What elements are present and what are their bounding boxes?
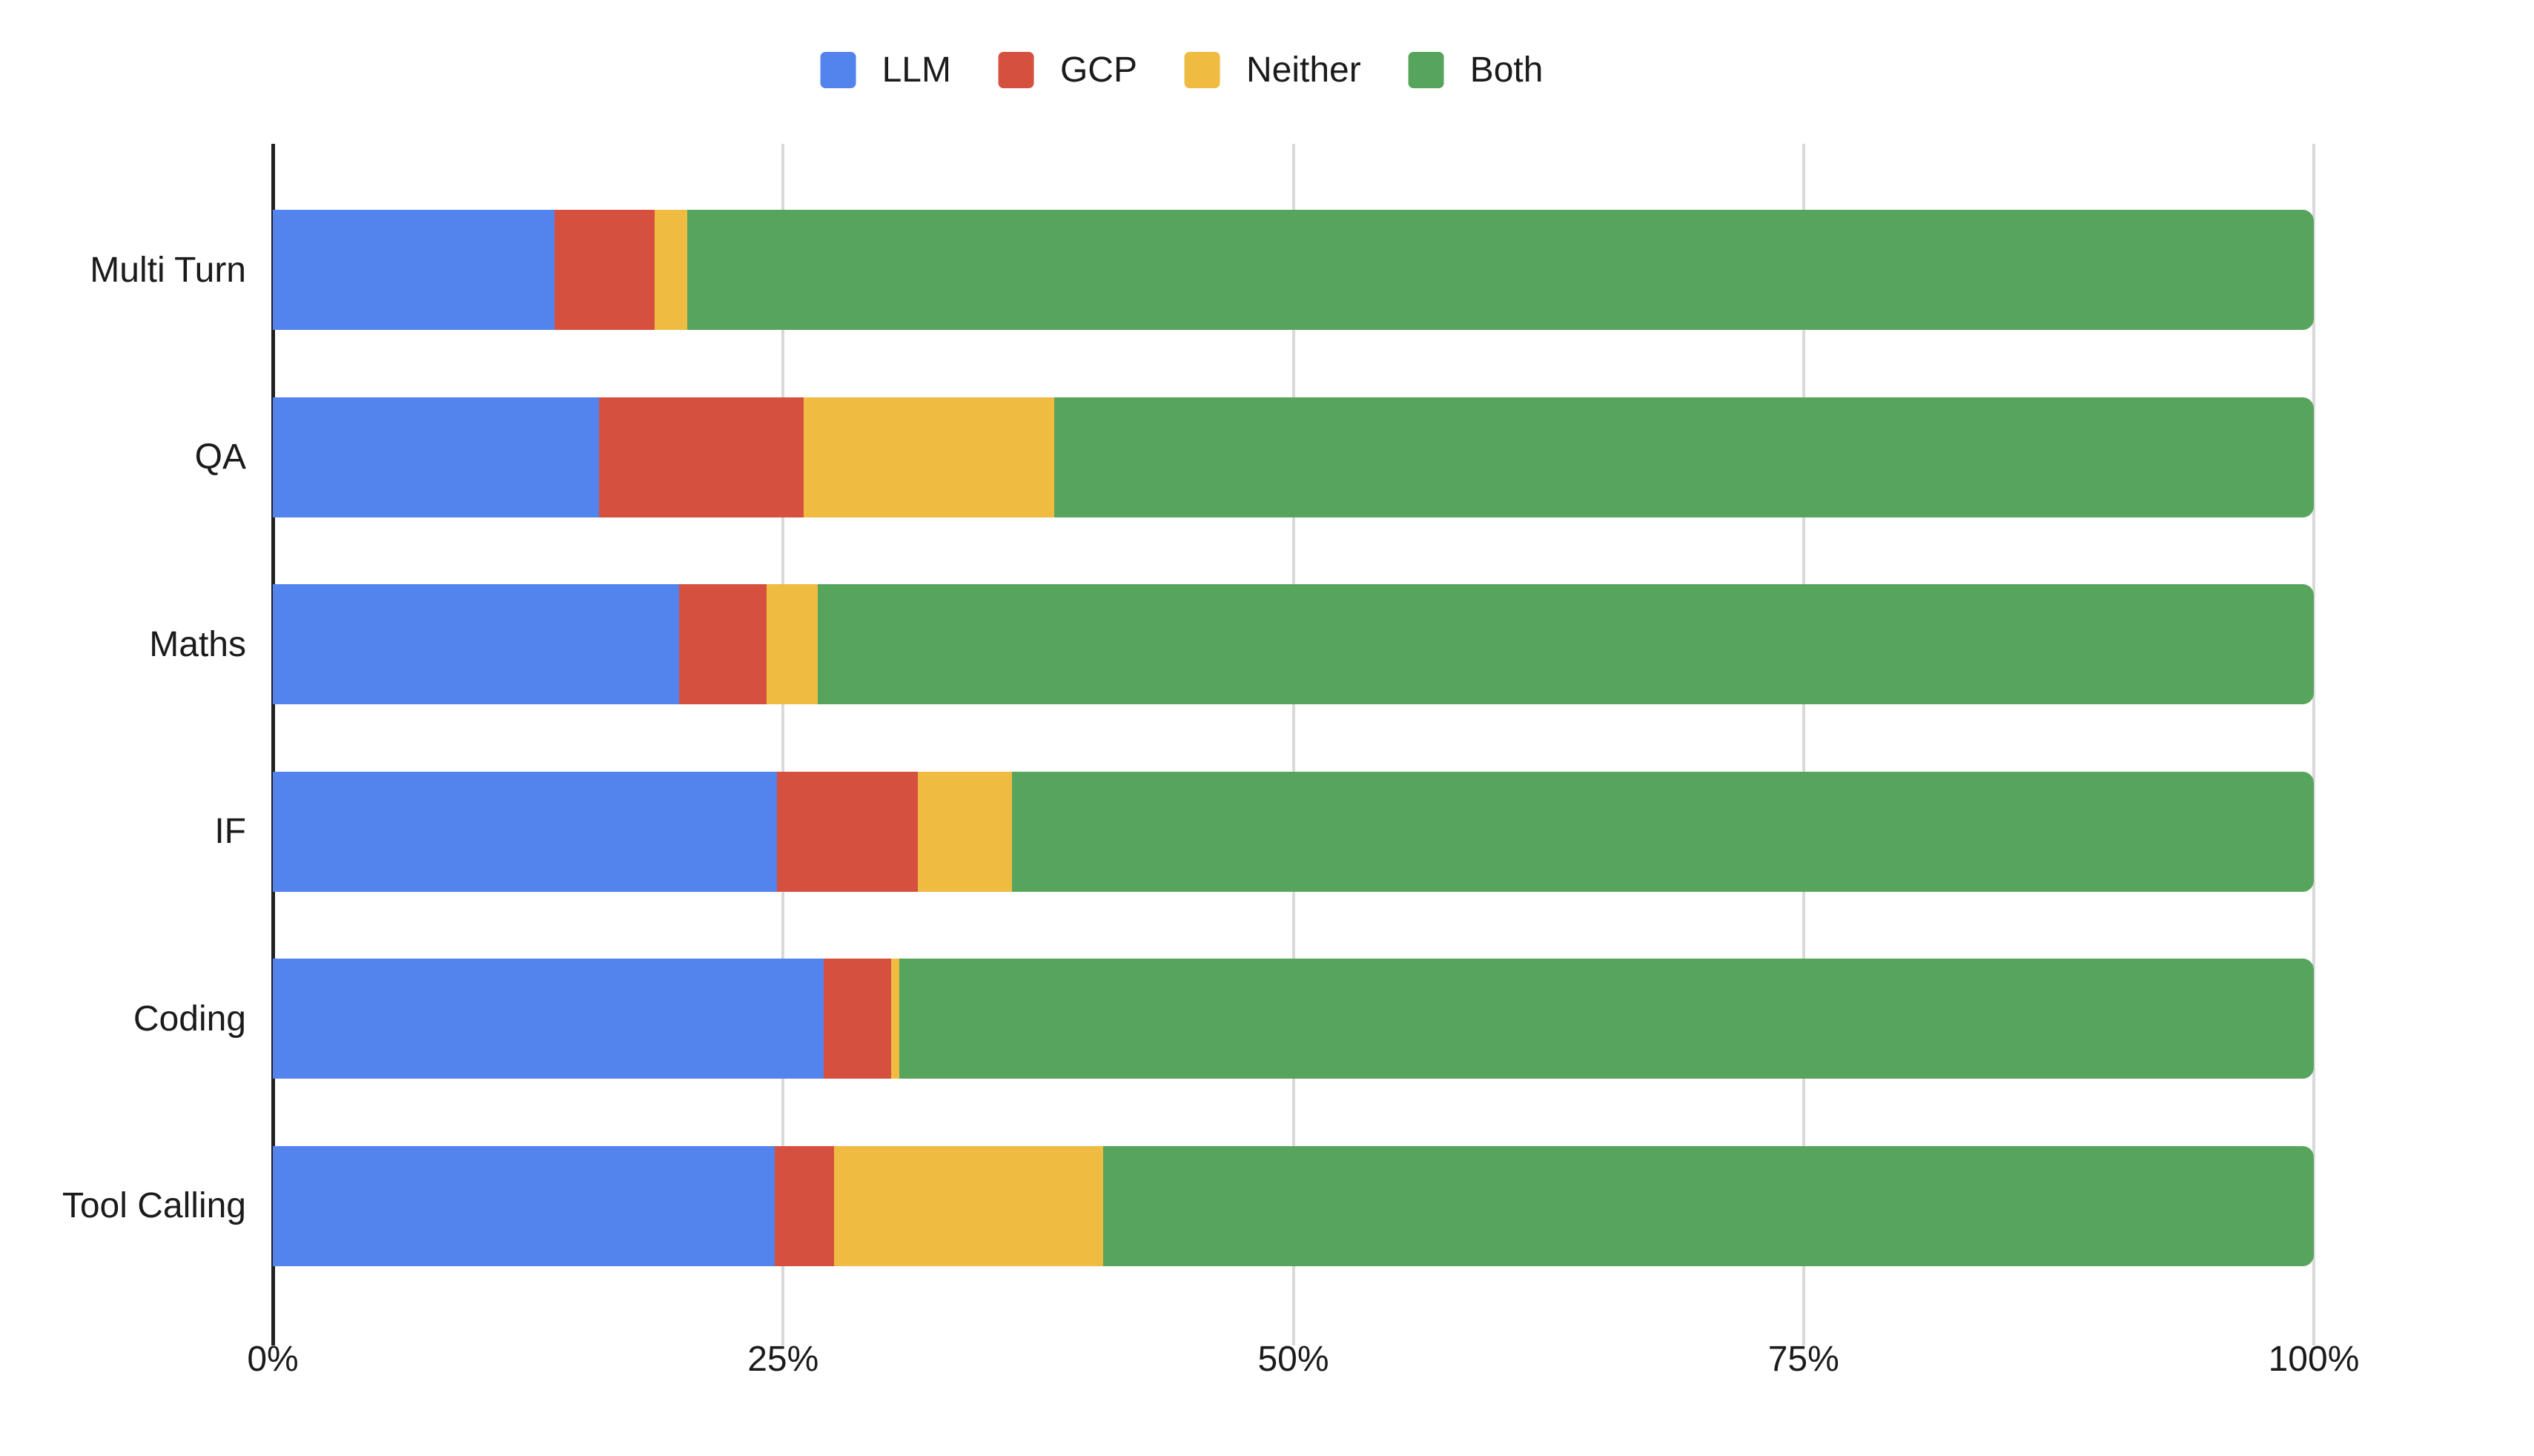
segment-if-both (1011, 771, 2314, 892)
category-label-if: IF (214, 812, 246, 851)
segment-multi-turn-gcp (554, 210, 655, 330)
segment-qa-both (1054, 397, 2314, 517)
segment-qa-neither (803, 397, 1055, 517)
legend-swatch-llm (820, 52, 856, 88)
segment-if-neither (917, 771, 1012, 892)
bar-row-qa (273, 397, 2314, 517)
legend-swatch-gcp (998, 52, 1034, 88)
legend-label-llm: LLM (881, 50, 951, 90)
segment-multi-turn-neither (654, 210, 687, 330)
segment-maths-both (818, 584, 2314, 704)
legend-label-neither: Neither (1246, 50, 1361, 90)
segment-if-gcp (776, 771, 918, 892)
category-label-multi-turn: Multi Turn (90, 250, 246, 290)
segment-coding-gcp (824, 959, 892, 1079)
segment-qa-gcp (599, 397, 804, 517)
x-axis-label-50: 50% (1257, 1340, 1329, 1379)
segment-maths-neither (767, 584, 818, 704)
bar-row-multi-turn (273, 210, 2314, 330)
legend-label-both: Both (1469, 50, 1544, 90)
legend-item-llm: LLM (820, 50, 951, 90)
gridline-100 (2312, 144, 2315, 1346)
legend-label-gcp: GCP (1059, 50, 1137, 90)
segment-maths-gcp (678, 584, 767, 704)
segment-qa-llm (273, 397, 600, 517)
legend-item-gcp: GCP (998, 50, 1137, 90)
legend-item-both: Both (1408, 50, 1544, 90)
bar-row-coding (273, 959, 2314, 1079)
x-axis-label-100: 100% (2268, 1340, 2360, 1379)
segment-tool-calling-both (1103, 1145, 2314, 1266)
gridline-50 (1291, 144, 1295, 1346)
segment-tool-calling-gcp (775, 1145, 835, 1266)
legend-swatch-both (1408, 52, 1444, 88)
legend-swatch-neither (1184, 52, 1220, 88)
category-label-qa: QA (194, 437, 246, 477)
chart-legend: LLM GCP Neither Both (820, 50, 1544, 90)
bar-row-if (273, 771, 2314, 892)
x-axis-label-25: 25% (747, 1340, 819, 1379)
x-axis-label-75: 75% (1767, 1340, 1839, 1379)
segment-coding-neither (891, 959, 900, 1079)
plot-area (271, 144, 2315, 1346)
gridline-25 (781, 144, 785, 1346)
category-label-coding: Coding (133, 999, 246, 1039)
bar-row-maths (273, 584, 2314, 704)
category-label-maths: Maths (149, 624, 246, 664)
category-label-tool-calling: Tool Calling (62, 1186, 246, 1225)
gridline-75 (1802, 144, 1805, 1346)
bar-row-tool-calling (273, 1145, 2314, 1266)
segment-multi-turn-llm (273, 210, 555, 330)
segment-if-llm (273, 771, 777, 892)
segment-coding-both (899, 959, 2314, 1079)
segment-multi-turn-both (687, 210, 2314, 330)
segment-tool-calling-neither (834, 1145, 1104, 1266)
segment-coding-llm (273, 959, 824, 1079)
legend-item-neither: Neither (1184, 50, 1361, 90)
y-axis-line (271, 144, 275, 1346)
x-axis-label-0: 0% (247, 1340, 299, 1379)
segment-maths-llm (273, 584, 679, 704)
segment-tool-calling-llm (273, 1145, 775, 1266)
